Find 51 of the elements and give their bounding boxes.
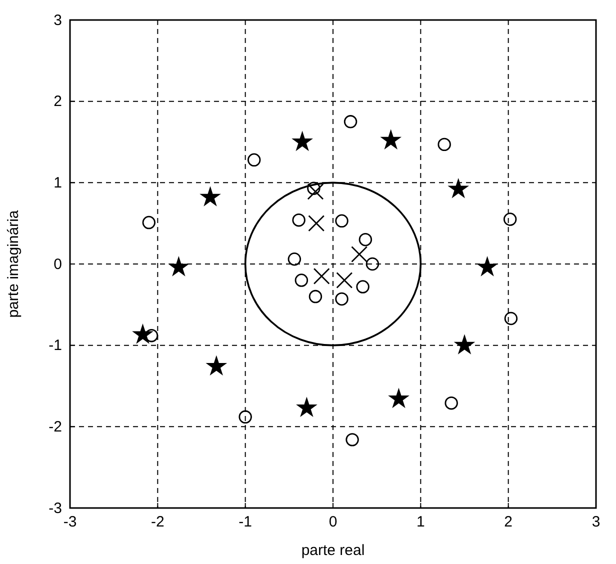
point	[449, 180, 468, 198]
point	[313, 268, 330, 284]
x-tick-label: 0	[328, 514, 338, 531]
x-tick-label: 1	[416, 514, 425, 531]
point	[344, 115, 358, 128]
point	[438, 138, 451, 152]
point	[358, 232, 372, 246]
point	[134, 325, 152, 343]
point	[142, 216, 156, 230]
point	[201, 188, 220, 206]
y-axis-title: parte imaginária	[5, 210, 22, 318]
y-tick-label: -2	[48, 418, 62, 436]
point	[297, 398, 316, 416]
point	[455, 336, 474, 354]
point	[307, 183, 324, 200]
point	[207, 356, 226, 374]
x-tick-label: -2	[150, 514, 164, 531]
point	[356, 280, 370, 294]
point	[144, 328, 158, 342]
point	[444, 396, 458, 410]
y-tick-label: 2	[54, 93, 62, 110]
x-tick-label: -1	[238, 514, 252, 531]
x-tick-label: 3	[592, 514, 600, 531]
point	[346, 433, 359, 446]
point	[366, 257, 380, 271]
point	[503, 212, 517, 226]
point	[238, 410, 252, 424]
y-tick-label: 0	[54, 256, 62, 273]
point	[336, 272, 353, 289]
point	[292, 213, 306, 227]
point	[335, 214, 348, 228]
point	[294, 274, 308, 287]
point	[335, 292, 348, 306]
x-axis-title: parte real	[301, 542, 365, 559]
point	[504, 312, 518, 326]
point	[382, 130, 400, 148]
point	[478, 258, 497, 276]
point	[169, 258, 188, 276]
y-tick-label: 1	[54, 174, 62, 192]
point	[307, 182, 320, 195]
x-tick-label: 2	[504, 514, 513, 531]
point	[390, 389, 408, 407]
point	[308, 215, 325, 232]
point	[293, 132, 312, 150]
y-tick-label: 3	[54, 12, 62, 29]
point	[288, 252, 302, 266]
point	[308, 290, 322, 304]
y-tick-label: -3	[48, 500, 62, 517]
point	[247, 153, 261, 166]
y-tick-label: -1	[48, 337, 62, 354]
point	[351, 246, 368, 262]
